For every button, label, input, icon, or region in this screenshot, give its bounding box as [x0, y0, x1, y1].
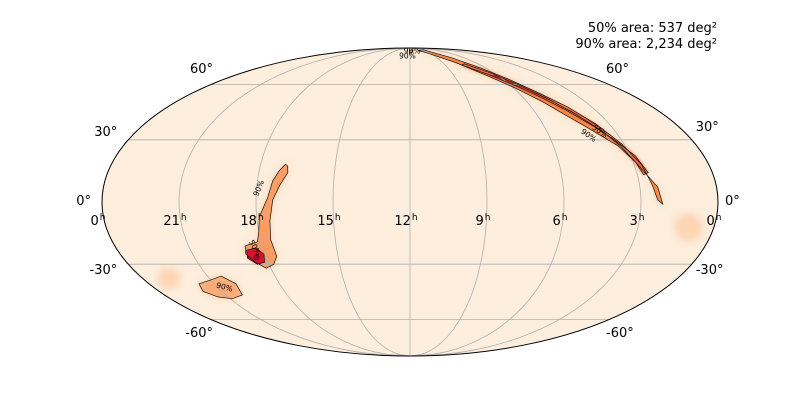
meridian-line: [255, 48, 411, 356]
ra-label-unit: h: [639, 213, 645, 223]
contour-label: 90%: [404, 46, 421, 55]
map-outline: [101, 47, 719, 357]
area-90-annotation: 90% area: 2,234 deg²: [575, 37, 717, 52]
meridian-line: [178, 48, 411, 356]
meridian-line: [332, 48, 411, 356]
ra-label-value: 3: [630, 214, 638, 229]
ra-label: 21h: [163, 213, 186, 229]
ra-label: 18h: [240, 213, 263, 229]
dec-label-left: 60°: [190, 62, 213, 77]
contour-north-band: [460, 63, 649, 176]
ra-label-unit: h: [258, 213, 264, 223]
contour-south-blob: [246, 247, 266, 265]
ra-label-unit: h: [485, 213, 491, 223]
graticule-grid: [128, 48, 692, 356]
ra-label: 6h: [553, 213, 568, 229]
ra-label: 3h: [630, 213, 645, 229]
contour-label: 90%: [215, 281, 233, 294]
area-50-annotation: 50% area: 537 deg²: [588, 21, 717, 36]
ra-label: 0h: [707, 213, 722, 229]
ra-label-value: 18: [240, 214, 257, 229]
dec-label-right: 0°: [725, 194, 740, 209]
ra-label-unit: h: [412, 213, 418, 223]
credible-contours: [198, 49, 664, 300]
contour-south-island: [198, 275, 243, 300]
ra-label-unit: h: [335, 213, 341, 223]
ra-label-unit: h: [562, 213, 568, 223]
ra-label-value: 12: [394, 214, 411, 229]
contour-label: 90%: [399, 51, 416, 60]
dec-label-right: -30°: [696, 263, 724, 278]
ra-label-value: 6: [553, 214, 561, 229]
dec-label-right: -60°: [606, 326, 634, 341]
ra-labels: 0h 21h 18h 15h 12h 9h 6h 3h 0h: [91, 213, 722, 229]
ra-label: 12h: [394, 213, 417, 229]
dec-label-left: 0°: [76, 194, 91, 209]
dec-label-left: -30°: [90, 263, 118, 278]
ra-label: 15h: [317, 213, 340, 229]
ra-label: 0h: [91, 213, 106, 229]
meridian-line: [409, 48, 642, 356]
ra-label-value: 0: [707, 214, 715, 229]
ra-label-value: 9: [476, 214, 484, 229]
ra-label-unit: h: [100, 213, 106, 223]
ra-label-unit: h: [716, 213, 722, 223]
ra-label-value: 21: [163, 214, 180, 229]
ra-label: 9h: [476, 213, 491, 229]
dec-label-left: -60°: [185, 326, 213, 341]
dec-label-right: 30°: [696, 120, 719, 135]
ra-label-value: 15: [317, 214, 334, 229]
dec-label-left: 30°: [94, 125, 117, 140]
contour-north-tip: [408, 49, 414, 54]
heat-peak-south: [253, 253, 260, 261]
dec-labels: 60° 60° 30° 30° 0° 0° -30° -30° -60° -60°: [76, 62, 740, 341]
ra-label-value: 0: [91, 214, 99, 229]
meridian-line: [409, 48, 565, 356]
dec-label-right: 60°: [606, 62, 629, 77]
heat-glow-east: [674, 213, 703, 242]
contour-south-arm: [244, 163, 289, 269]
meridian-line: [409, 48, 488, 356]
contour-north-arc: [418, 49, 664, 206]
ra-label-unit: h: [181, 213, 187, 223]
heat-glow-west: [157, 266, 180, 289]
